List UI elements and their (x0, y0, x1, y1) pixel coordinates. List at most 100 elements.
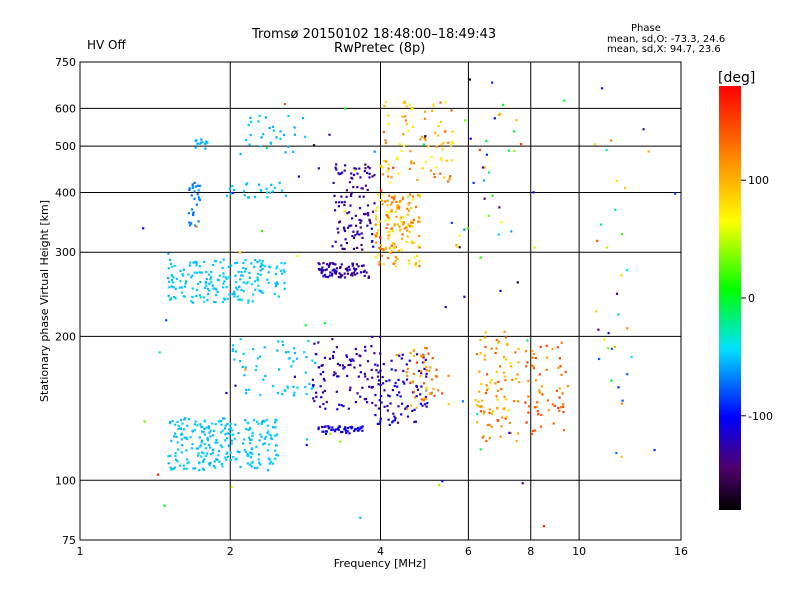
scatter-point (206, 439, 209, 442)
scatter-point (391, 421, 394, 424)
scatter-point (344, 268, 347, 271)
scatter-point (253, 419, 256, 422)
scatter-point (426, 402, 429, 405)
scatter-point (399, 395, 402, 398)
scatter-point (244, 419, 247, 422)
scatter-point (293, 347, 296, 350)
scatter-point (281, 189, 284, 192)
scatter-point (167, 462, 170, 465)
scatter-point (541, 393, 544, 396)
scatter-point (262, 133, 265, 136)
scatter-point (204, 142, 207, 145)
scatter-point (242, 281, 245, 284)
scatter-point (355, 268, 358, 271)
scatter-point (345, 355, 349, 358)
scatter-point (390, 176, 393, 179)
scatter-point (226, 455, 229, 458)
scatter-point (193, 197, 196, 200)
scatter-point (204, 447, 207, 450)
scatter-point (371, 233, 374, 236)
scatter-point (237, 298, 240, 301)
scatter-point (259, 355, 262, 358)
scatter-point (411, 198, 415, 201)
scatter-point (464, 119, 467, 122)
scatter-point (228, 276, 231, 279)
scatter-point (244, 270, 247, 273)
scatter-point (239, 360, 242, 363)
scatter-point (305, 443, 308, 447)
scatter-point (495, 347, 498, 350)
scatter-point (336, 362, 340, 365)
scatter-point (271, 462, 274, 465)
scatter-point (357, 429, 360, 432)
scatter-point (248, 388, 251, 391)
scatter-point (338, 403, 341, 406)
scatter-point (224, 456, 227, 459)
scatter-point (249, 451, 252, 454)
scatter-point (424, 397, 427, 401)
scatter-point (202, 430, 205, 433)
x-tick-label: 6 (465, 545, 472, 558)
scatter-point (380, 395, 383, 398)
scatter-point (605, 246, 608, 249)
scatter-point (475, 353, 478, 356)
scatter-point (263, 437, 266, 440)
scatter-point (238, 285, 241, 288)
scatter-point (193, 271, 196, 274)
scatter-point (392, 196, 395, 199)
scatter-point (336, 375, 339, 378)
scatter-point (277, 295, 280, 298)
scatter-point (236, 261, 239, 264)
scatter-point (525, 365, 528, 368)
scatter-point (214, 301, 217, 304)
scatter-point (403, 382, 406, 385)
scatter-point (559, 365, 562, 368)
scatter-point (323, 389, 326, 392)
scatter-point (276, 392, 279, 395)
scatter-point (495, 395, 498, 398)
scatter-point (261, 267, 264, 271)
scatter-point (415, 395, 418, 398)
scatter-point (407, 223, 410, 226)
scatter-point (380, 401, 383, 404)
scatter-point (620, 274, 623, 277)
scatter-point (344, 429, 347, 432)
scatter-point (451, 130, 454, 133)
scatter-point (281, 393, 284, 396)
scatter-point (170, 297, 173, 300)
scatter-point (195, 264, 198, 267)
scatter-point (249, 116, 252, 119)
scatter-point (250, 465, 253, 468)
scatter-point (542, 525, 546, 528)
scatter-point (408, 225, 412, 228)
plot-frame (79, 61, 682, 541)
scatter-point (534, 429, 537, 432)
scatter-point (406, 374, 409, 377)
scatter-point (378, 422, 381, 425)
scatter-point (352, 271, 355, 274)
scatter-point (267, 469, 270, 472)
scatter-point (331, 269, 334, 272)
scatter-point (355, 167, 358, 170)
scatter-point (401, 233, 404, 236)
scatter-point (232, 433, 235, 436)
scatter-point (397, 172, 400, 175)
scatter-point (406, 367, 409, 371)
scatter-point (526, 339, 529, 342)
scatter-point (377, 223, 380, 226)
scatter-point (387, 175, 390, 178)
scatter-point (440, 159, 443, 162)
scatter-point (358, 167, 361, 170)
scatter-point (225, 458, 228, 461)
scatter-point (327, 427, 330, 430)
scatter-point (343, 228, 346, 231)
scatter-point (406, 235, 409, 238)
scatter-point (283, 133, 286, 137)
scatter-point (410, 221, 413, 224)
scatter-point (402, 380, 405, 383)
scatter-point (430, 156, 433, 159)
scatter-point (251, 300, 254, 303)
scatter-point (330, 428, 333, 432)
scatter-point (341, 171, 344, 174)
scatter-point (254, 368, 257, 372)
